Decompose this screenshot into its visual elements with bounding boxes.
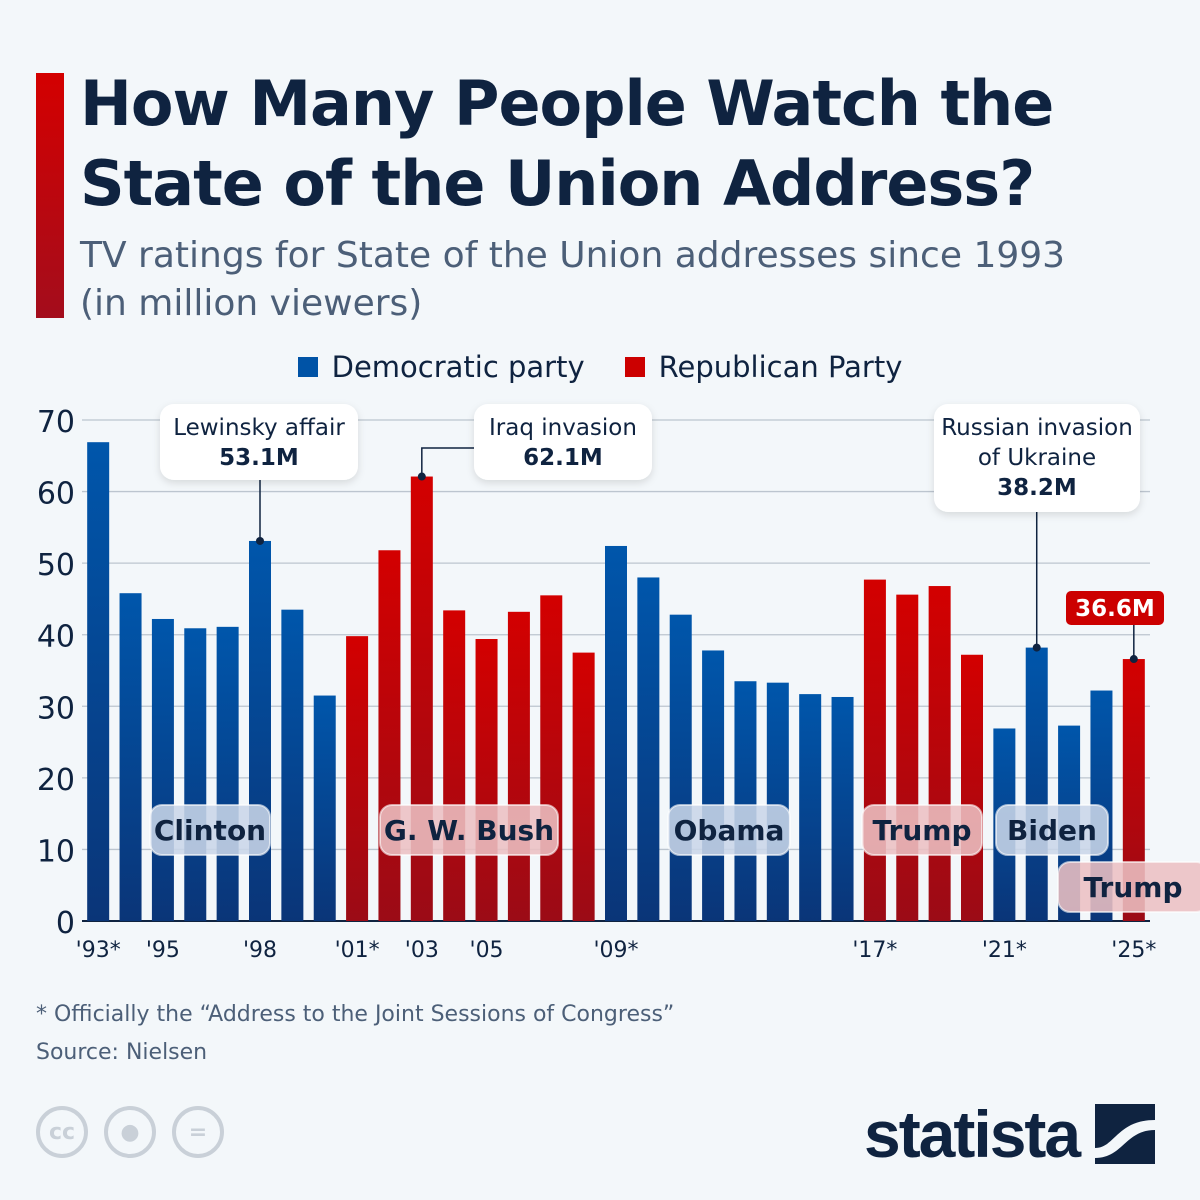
bar-2016 <box>831 696 854 921</box>
president-label-box <box>1057 861 1200 913</box>
president-label-box <box>379 804 559 856</box>
annotation-text: of Ukraine <box>978 445 1096 471</box>
legend-swatch <box>624 357 645 377</box>
annotation-box <box>474 404 652 480</box>
president-label-box <box>861 804 983 856</box>
page-title: How Many People Watch the State of the U… <box>80 67 1054 220</box>
annotation-value: 62.1M <box>523 445 603 471</box>
bar-2020 <box>961 654 983 921</box>
annotation-text: Iraq invasion <box>489 415 637 441</box>
bar-1998 <box>249 540 271 921</box>
x-tick-label: '09* <box>593 938 638 963</box>
bar-chart: 0 10 20 30 40 50 60 70 '93* '95 '98 '01* '03 '05 '09* '… <box>37 404 1200 963</box>
x-tick-label: '98 <box>243 938 277 963</box>
bar-2004 <box>443 610 466 921</box>
annotation-box <box>934 404 1140 512</box>
bar-2009 <box>605 545 627 921</box>
bar-2002 <box>378 550 401 921</box>
statista-logo[interactable]: statista <box>864 1096 1156 1172</box>
bar-2010 <box>637 577 660 921</box>
president-label-box <box>995 804 1109 856</box>
bar-2025 <box>1122 659 1145 921</box>
no-derivatives-icon[interactable]: = <box>172 1106 224 1158</box>
president-label: Obama <box>674 814 785 847</box>
x-tick-label: '95 <box>146 938 180 963</box>
legend-swatch <box>297 357 318 377</box>
bar-2014 <box>766 682 789 921</box>
statista-logo-icon <box>1095 1104 1156 1164</box>
bar-2018 <box>896 594 919 921</box>
y-tick-label: 20 <box>37 763 75 798</box>
president-label: G. W. Bush <box>384 814 554 847</box>
bar-2022 <box>1025 647 1048 921</box>
y-tick-label: 50 <box>37 548 75 583</box>
brand-name: statista <box>864 1097 1081 1171</box>
annotation-leader <box>421 447 474 477</box>
footnote: * Officially the “Address to the Joint S… <box>36 1002 675 1027</box>
annotation-value: 36.6M <box>1075 596 1155 622</box>
x-tick-label: '17* <box>852 938 897 963</box>
title-accent-bar <box>36 73 64 318</box>
x-tick-label: '05 <box>470 938 504 963</box>
annotation-text: Russian invasion <box>941 415 1133 441</box>
annotation-value: 53.1M <box>219 445 299 471</box>
y-tick-label: 70 <box>37 405 75 440</box>
annotation-dot <box>1032 643 1041 652</box>
annotation-dot <box>1129 655 1138 664</box>
cc-icon[interactable]: cc <box>36 1106 88 1158</box>
bar-1996 <box>184 628 207 921</box>
bar-1994 <box>119 593 142 921</box>
annotation-box <box>160 404 358 480</box>
bar-1999 <box>281 609 304 921</box>
x-tick-label: '25* <box>1111 938 1156 963</box>
annotation-value-badge <box>1066 591 1164 625</box>
annotation-value: 38.2M <box>997 475 1077 501</box>
x-tick-label: '03 <box>405 938 439 963</box>
bar-2017 <box>863 579 886 921</box>
legend-item-democratic: Democratic party <box>297 350 585 384</box>
bar-2001 <box>346 636 369 921</box>
source: Source: Nielsen <box>36 1040 208 1065</box>
license-icons: cc ● = <box>36 1106 224 1158</box>
legend-label: Republican Party <box>658 350 903 384</box>
bar-2006 <box>507 611 530 921</box>
bar-2015 <box>799 694 822 921</box>
president-label-box <box>149 804 271 856</box>
x-tick-label: '21* <box>982 938 1027 963</box>
bar-2000 <box>313 695 336 921</box>
bar-1997 <box>216 626 239 921</box>
president-label: Biden <box>1007 814 1097 847</box>
page-subtitle: TV ratings for State of the Union addres… <box>80 235 1066 324</box>
y-tick-label: 30 <box>37 691 75 726</box>
president-label: Trump <box>1084 871 1183 904</box>
bar-2011 <box>669 614 692 921</box>
attribution-icon[interactable]: ● <box>104 1106 156 1158</box>
annotation-text: Lewinsky affair <box>173 415 345 441</box>
bar-1993 <box>87 442 110 921</box>
annotation-dot <box>256 536 264 545</box>
bar-2019 <box>928 586 951 921</box>
president-label: Clinton <box>154 814 266 847</box>
y-tick-label: 10 <box>37 834 75 869</box>
bar-1995 <box>151 618 174 921</box>
annotation-dot <box>417 472 426 481</box>
legend-label: Democratic party <box>331 350 585 384</box>
bar-2013 <box>734 681 757 921</box>
president-label: Trump <box>873 814 972 847</box>
y-tick-label: 0 <box>56 906 75 941</box>
president-label-box <box>667 804 791 856</box>
y-tick-label: 40 <box>37 620 75 655</box>
bar-2008 <box>572 652 595 921</box>
bar-2005 <box>475 639 498 921</box>
legend-item-republican: Republican Party <box>624 350 903 384</box>
legend: Democratic party Republican Party <box>0 350 1200 384</box>
bar-2007 <box>540 595 563 921</box>
bar-2012 <box>702 650 725 921</box>
x-tick-label: '01* <box>335 938 380 963</box>
x-tick-label: '93* <box>76 938 121 963</box>
y-tick-label: 60 <box>37 477 75 512</box>
